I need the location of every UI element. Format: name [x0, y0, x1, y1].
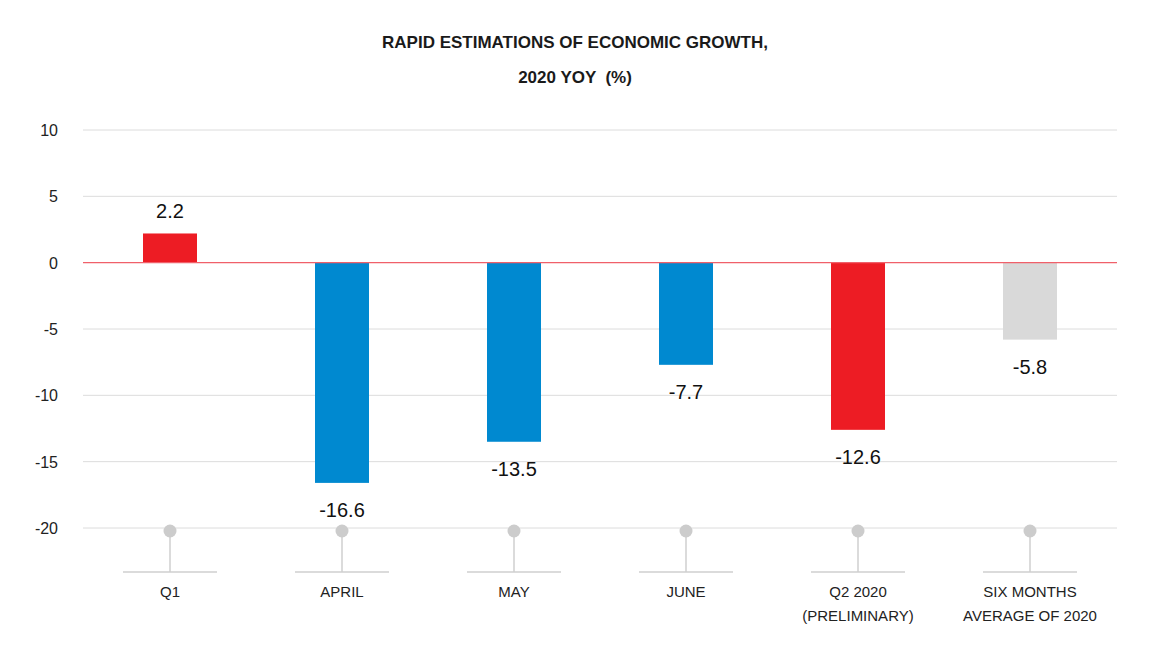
marker-dot: [508, 525, 521, 538]
marker-dot: [1024, 525, 1037, 538]
subtitle: 2020 YOY (%): [518, 68, 632, 87]
grid-line: [83, 395, 1117, 396]
marker-base: [295, 571, 389, 573]
x-tick-label: JUNE: [666, 583, 705, 600]
grid: [83, 130, 1117, 528]
marker-dot: [680, 525, 693, 538]
marker-dot: [852, 525, 865, 538]
marker-dot: [336, 525, 349, 538]
y-tick-label: -10: [35, 387, 58, 404]
marker-base: [467, 571, 561, 573]
y-tick-label: -5: [44, 321, 58, 338]
grid-line: [83, 528, 1117, 529]
marker-base: [811, 571, 905, 573]
data-label: -7.7: [669, 381, 703, 403]
x-tick-label: Q1: [160, 583, 180, 600]
bar: [315, 263, 369, 483]
marker-dot: [164, 525, 177, 538]
x-tick-label: MAY: [498, 583, 529, 600]
y-tick-label: 0: [49, 255, 58, 272]
marker-base: [639, 571, 733, 573]
title: RAPID ESTIMATIONS OF ECONOMIC GROWTH,: [382, 33, 768, 52]
data-label: -12.6: [835, 446, 881, 468]
category-marker: [639, 525, 733, 573]
bar: [487, 263, 541, 442]
marker-base: [983, 571, 1077, 573]
bar: [1003, 263, 1057, 340]
category-marker: [983, 525, 1077, 573]
category-marker: [295, 525, 389, 573]
grid-line: [83, 329, 1117, 330]
x-tick-label: APRIL: [320, 583, 363, 600]
zero-line: [83, 262, 1117, 263]
x-tick-label: SIX MONTHSAVERAGE OF 2020: [963, 583, 1097, 624]
data-label: 2.2: [156, 200, 184, 222]
bar: [831, 263, 885, 430]
y-tick-label: 5: [49, 188, 58, 205]
y-tick-label: -20: [35, 520, 58, 537]
marker-base: [123, 571, 217, 573]
bar: [659, 263, 713, 365]
grid-line: [83, 461, 1117, 462]
category-marker: [467, 525, 561, 573]
data-label: -16.6: [319, 499, 365, 521]
y-tick-label: 10: [40, 122, 58, 139]
category-marker: [811, 525, 905, 573]
y-tick-label: -15: [35, 454, 58, 471]
bars: [143, 233, 1057, 482]
data-label: -5.8: [1013, 356, 1047, 378]
grid-line: [83, 130, 1117, 131]
category-marker: [123, 525, 217, 573]
grid-line: [83, 196, 1117, 197]
data-label: -13.5: [491, 458, 537, 480]
bar: [143, 233, 197, 262]
x-tick-label: Q2 2020(PRELIMINARY): [802, 583, 913, 624]
chart: RAPID ESTIMATIONS OF ECONOMIC GROWTH, 202…: [0, 0, 1150, 655]
